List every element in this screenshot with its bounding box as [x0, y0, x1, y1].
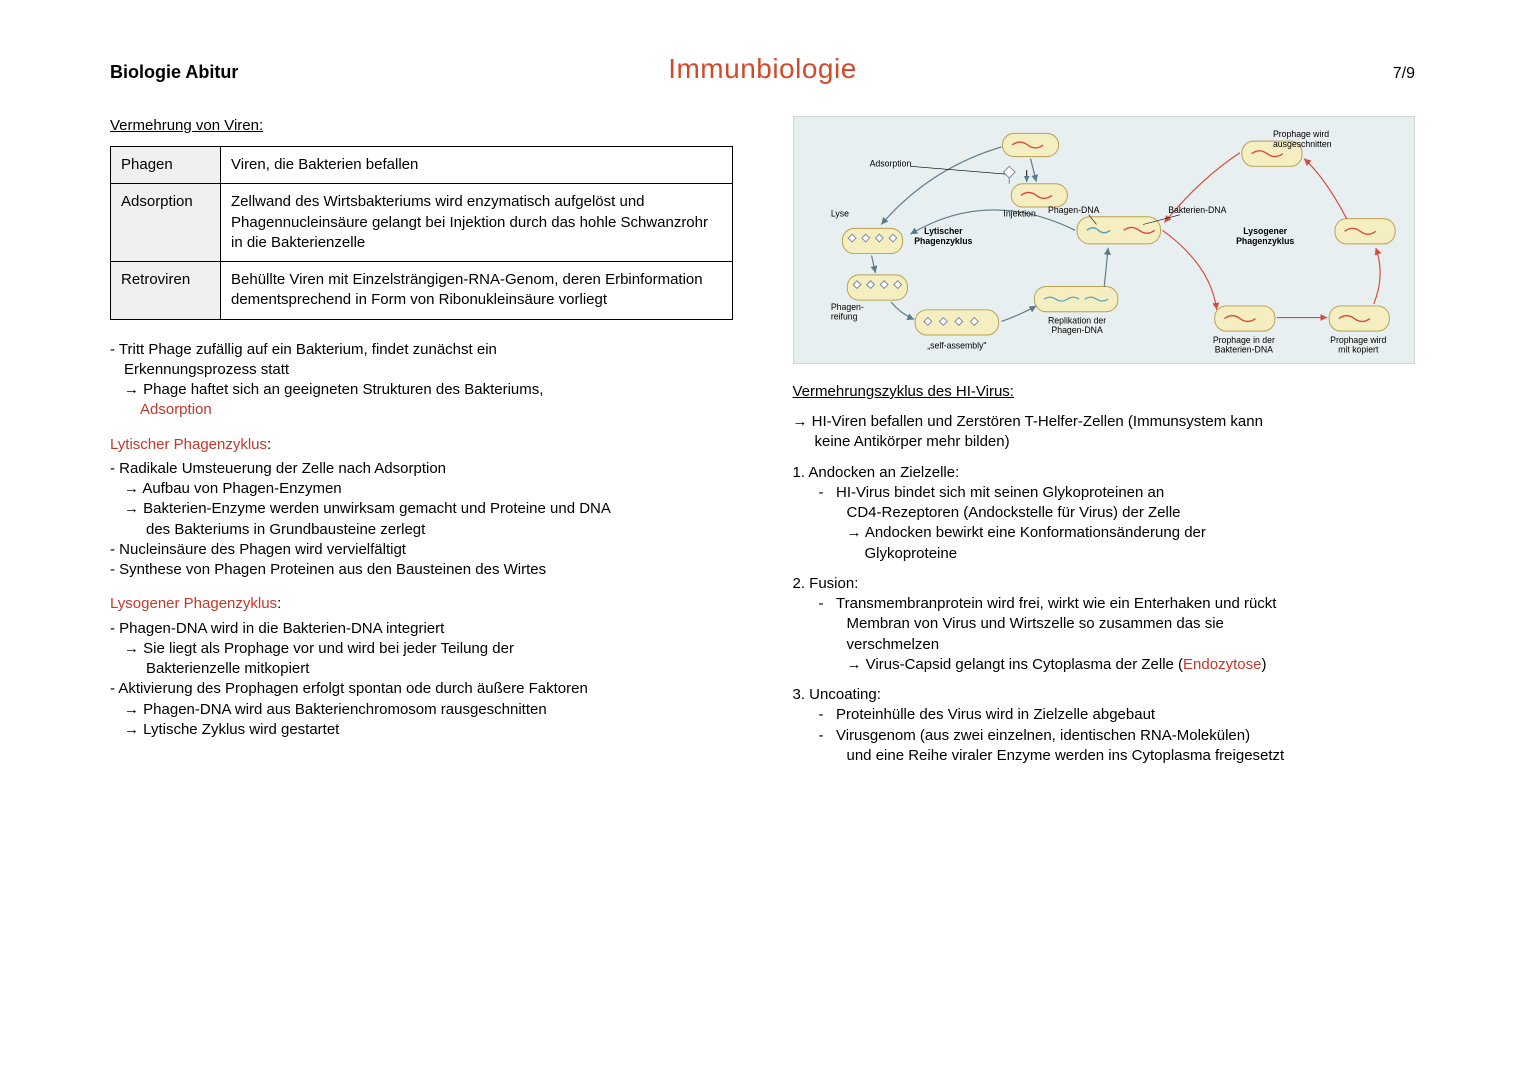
- step-title: 1. Andocken an Zielzelle:: [793, 463, 1416, 483]
- text-line: - Virusgenom (aus zwei einzelnen, identi…: [793, 726, 1416, 746]
- left-column: Vermehrung von Viren: Phagen Viren, die …: [110, 116, 733, 766]
- definition-cell: Behüllte Viren mit Einzelsträngigen-RNA-…: [221, 262, 733, 320]
- text-line: - Transmembranprotein wird frei, wirkt w…: [793, 594, 1416, 614]
- text-line: → Aufbau von Phagen-Enzymen: [110, 479, 733, 499]
- highlight-term: Adsorption: [110, 400, 733, 420]
- lytic-heading: Lytischer Phagenzyklus:: [110, 435, 733, 455]
- lytic-block: - Radikale Umsteuerung der Zelle nach Ad…: [110, 459, 733, 581]
- label-adsorption: Adsorption: [869, 158, 911, 168]
- svg-text:mit kopiert: mit kopiert: [1338, 344, 1379, 354]
- header-title: Immunbiologie: [545, 50, 980, 88]
- text-line: - Aktivierung des Prophagen erfolgt spon…: [110, 679, 733, 699]
- label-self-assembly: „self-assembly": [927, 340, 986, 350]
- header-subject: Biologie Abitur: [110, 60, 545, 84]
- definition-cell: Viren, die Bakterien befallen: [221, 147, 733, 184]
- lysogenic-heading: Lysogener Phagenzyklus:: [110, 594, 733, 614]
- definition-cell: Zellwand des Wirtsbakteriums wird enzyma…: [221, 184, 733, 262]
- definitions-table: Phagen Viren, die Bakterien befallen Ads…: [110, 146, 733, 320]
- term-cell: Retroviren: [111, 262, 221, 320]
- step-3: 3. Uncoating: - Proteinhülle des Virus w…: [793, 685, 1416, 766]
- svg-text:Phagenzyklus: Phagenzyklus: [914, 236, 972, 246]
- text-line: - Phagen-DNA wird in die Bakterien-DNA i…: [110, 619, 733, 639]
- label-bakterien-dna: Bakterien-DNA: [1168, 205, 1226, 215]
- text-line: → Phage haftet sich an geeigneten Strukt…: [110, 380, 733, 400]
- text-line: Glykoproteine: [793, 544, 1416, 564]
- text-line: - Synthese von Phagen Proteinen aus den …: [110, 560, 733, 580]
- diagram-svg: Adsorption Lyse Injektion Phagen-DNA Bak…: [794, 117, 1415, 363]
- lysogenic-block: - Phagen-DNA wird in die Bakterien-DNA i…: [110, 619, 733, 741]
- svg-text:Prophage wird: Prophage wird: [1330, 335, 1386, 345]
- step-1: 1. Andocken an Zielzelle: - HI-Virus bin…: [793, 463, 1416, 564]
- intro-block: - Tritt Phage zufällig auf ein Bakterium…: [110, 340, 733, 421]
- phage-cycle-diagram: Adsorption Lyse Injektion Phagen-DNA Bak…: [793, 116, 1416, 364]
- svg-text:Lysogener: Lysogener: [1243, 226, 1287, 236]
- svg-text:Bakterien-DNA: Bakterien-DNA: [1214, 344, 1272, 354]
- text-line: → Lytische Zyklus wird gestartet: [110, 720, 733, 740]
- text-line: keine Antikörper mehr bilden): [793, 432, 1416, 452]
- text-line: des Bakteriums in Grundbausteine zerlegt: [110, 520, 733, 540]
- text-line: - Nucleinsäure des Phagen wird vervielfä…: [110, 540, 733, 560]
- text-line: Membran von Virus und Wirtszelle so zusa…: [793, 614, 1416, 634]
- left-section-title: Vermehrung von Viren:: [110, 116, 733, 136]
- svg-text:reifung: reifung: [830, 311, 857, 321]
- text-line: → Virus-Capsid gelangt ins Cytoplasma de…: [793, 655, 1416, 675]
- svg-text:Phagenzyklus: Phagenzyklus: [1236, 236, 1294, 246]
- svg-text:Lytischer: Lytischer: [924, 226, 963, 236]
- step-title: 2. Fusion:: [793, 574, 1416, 594]
- text-line: und eine Reihe viraler Enzyme werden ins…: [793, 746, 1416, 766]
- text-line: verschmelzen: [793, 635, 1416, 655]
- step-title: 3. Uncoating:: [793, 685, 1416, 705]
- label-lyse: Lyse: [830, 209, 848, 219]
- term-cell: Adsorption: [111, 184, 221, 262]
- text-line: - Radikale Umsteuerung der Zelle nach Ad…: [110, 459, 733, 479]
- table-row: Phagen Viren, die Bakterien befallen: [111, 147, 733, 184]
- svg-text:Prophage in der: Prophage in der: [1212, 335, 1274, 345]
- text-line: → Bakterien-Enzyme werden unwirksam gema…: [110, 499, 733, 519]
- text-line: → Phagen-DNA wird aus Bakterienchromosom…: [110, 700, 733, 720]
- svg-text:Replikation der: Replikation der: [1048, 315, 1106, 325]
- text-line: Bakterienzelle mitkopiert: [110, 659, 733, 679]
- step-2: 2. Fusion: - Transmembranprotein wird fr…: [793, 574, 1416, 675]
- right-section-title: Vermehrungszyklus des HI-Virus:: [793, 382, 1416, 402]
- label-injektion: Injektion: [1003, 209, 1036, 219]
- text-line: - Tritt Phage zufällig auf ein Bakterium…: [110, 340, 733, 360]
- right-column: Adsorption Lyse Injektion Phagen-DNA Bak…: [793, 116, 1416, 766]
- label-phagen-dna: Phagen-DNA: [1048, 205, 1100, 215]
- text-line: - Proteinhülle des Virus wird in Zielzel…: [793, 705, 1416, 725]
- svg-text:Phagen-DNA: Phagen-DNA: [1051, 325, 1103, 335]
- table-row: Retroviren Behüllte Viren mit Einzelsträ…: [111, 262, 733, 320]
- page-number: 7/9: [980, 63, 1415, 85]
- text-line: → Sie liegt als Prophage vor und wird be…: [110, 639, 733, 659]
- svg-text:Prophage wird: Prophage wird: [1272, 129, 1328, 139]
- text-line: CD4-Rezeptoren (Andockstelle für Virus) …: [793, 503, 1416, 523]
- text-line: → HI-Viren befallen und Zerstören T-Helf…: [793, 412, 1416, 432]
- text-line: Erkennungsprozess statt: [110, 360, 733, 380]
- table-row: Adsorption Zellwand des Wirtsbakteriums …: [111, 184, 733, 262]
- text-line: → Andocken bewirkt eine Konformationsänd…: [793, 523, 1416, 543]
- content-columns: Vermehrung von Viren: Phagen Viren, die …: [110, 116, 1415, 766]
- page-header: Biologie Abitur Immunbiologie 7/9: [110, 50, 1415, 88]
- svg-text:ausgeschnitten: ausgeschnitten: [1272, 139, 1331, 149]
- term-cell: Phagen: [111, 147, 221, 184]
- svg-text:Phagen-: Phagen-: [830, 302, 863, 312]
- text-line: - HI-Virus bindet sich mit seinen Glykop…: [793, 483, 1416, 503]
